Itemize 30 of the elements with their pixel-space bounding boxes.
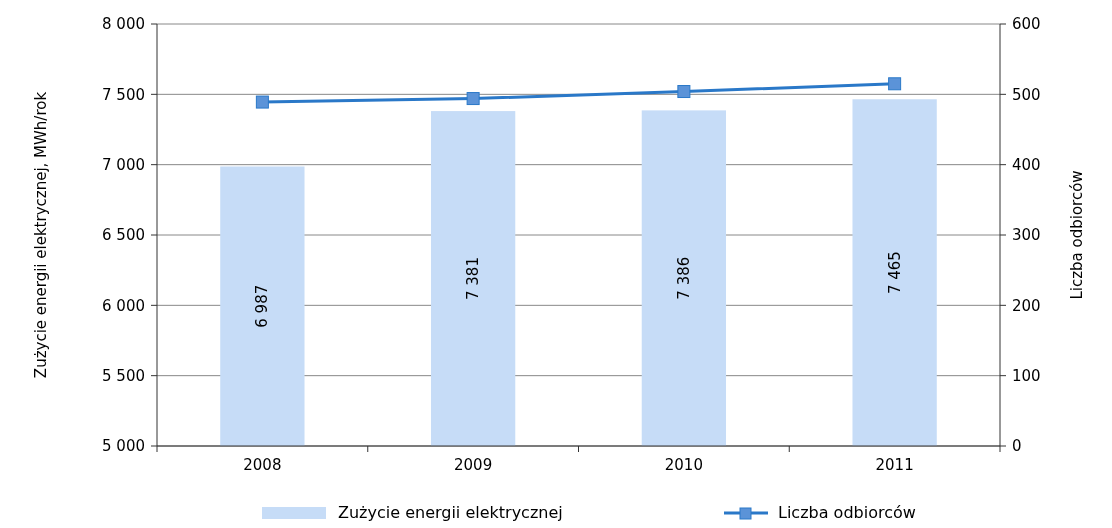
y-axis-title: Zużycie energii elektrycznej, MWh/rok bbox=[32, 91, 50, 379]
y-tick-label: 5 000 bbox=[102, 437, 145, 456]
x-tick-label: 2009 bbox=[454, 456, 493, 474]
data-label: 7 465 bbox=[885, 251, 904, 295]
y-tick-label: 6 500 bbox=[102, 226, 145, 245]
y2-tick-label: 600 bbox=[1012, 15, 1041, 34]
y-tick-label: 7 000 bbox=[102, 155, 145, 174]
x-tick-label: 2011 bbox=[875, 456, 914, 474]
point bbox=[888, 77, 902, 91]
data-label: 7 386 bbox=[674, 256, 693, 300]
point bbox=[466, 92, 480, 106]
y2-tick-label: 100 bbox=[1012, 366, 1041, 385]
y2-tick-label: 500 bbox=[1012, 85, 1041, 104]
y-tick-label: 6 000 bbox=[102, 296, 145, 315]
point bbox=[255, 95, 269, 109]
y2-tick-label: 400 bbox=[1012, 155, 1041, 174]
y2-tick-label: 300 bbox=[1012, 226, 1041, 245]
y-tick-label: 8 000 bbox=[102, 15, 145, 34]
data-label: 6 987 bbox=[253, 284, 272, 328]
x-tick-label: 2010 bbox=[664, 456, 703, 474]
y2-tick-label: 200 bbox=[1012, 296, 1041, 315]
y-tick-label: 5 500 bbox=[102, 366, 145, 385]
data-label: 7 381 bbox=[464, 257, 483, 301]
x-tick-label: 2008 bbox=[243, 456, 282, 474]
legend-label: Zużycie energii elektrycznej bbox=[338, 503, 563, 522]
y-tick-label: 7 500 bbox=[102, 85, 145, 104]
legend-label: Liczba odbiorców bbox=[778, 503, 916, 522]
point bbox=[677, 85, 691, 99]
y2-axis-title: Liczba odbiorców bbox=[1068, 170, 1086, 300]
y2-tick-label: 0 bbox=[1012, 437, 1022, 456]
